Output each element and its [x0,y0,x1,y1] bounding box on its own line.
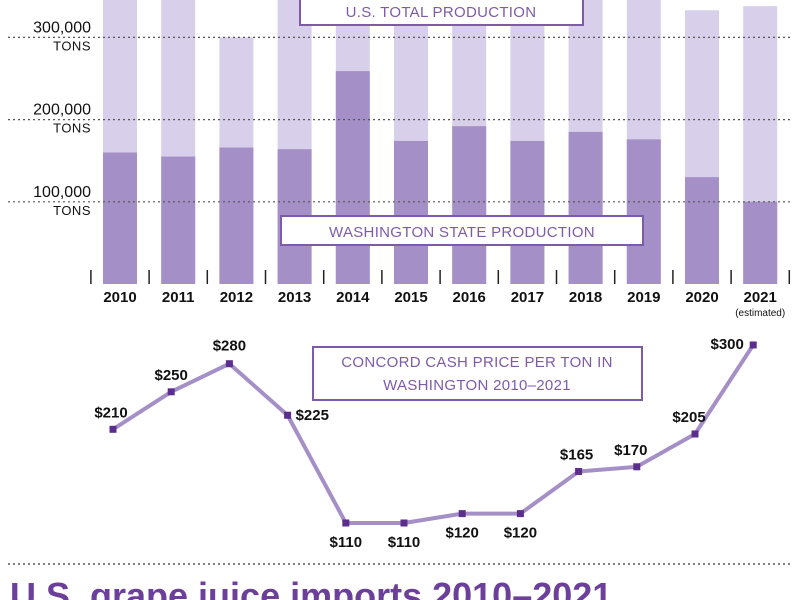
price-point [167,388,175,396]
washington-bar [743,201,778,284]
price-label: $170 [614,442,647,459]
price-point [284,411,292,419]
price-label: $300 [711,336,744,353]
y-tick-unit: TONS [53,203,91,218]
washington-bar [335,71,370,285]
year-label: 2018 [569,289,602,306]
washington-bar [510,140,545,284]
washington-legend-box: WASHINGTON STATE PRODUCTION [280,215,644,246]
price-label: $225 [296,407,329,424]
year-label: 2021 [744,289,777,306]
price-point [749,341,757,349]
year-label: 2013 [278,289,311,306]
year-note: (estimated) [735,308,785,319]
washington-bar [685,177,719,284]
year-label: 2010 [103,289,136,306]
price-label: $120 [504,525,537,542]
y-tick-number: 200,000 [33,102,91,119]
washington-bar [161,156,196,284]
price-label: $110 [330,534,363,551]
year-label: 2015 [394,289,427,306]
price-label: $280 [213,338,246,355]
price-label: $210 [94,404,127,421]
section-headline: U.S. grape juice imports 2010–2021 [10,575,612,600]
price-point [400,519,408,527]
price-point [458,510,466,518]
washington-legend-label: WASHINGTON STATE PRODUCTION [329,224,595,241]
y-tick-unit: TONS [53,38,91,53]
price-label: $205 [672,409,705,426]
price-line [111,343,755,525]
price-label: $120 [446,525,479,542]
year-label: 2011 [162,289,195,306]
year-labels: 2010 2011 2012 2013 2014 2015 2016 2017 2018 2019… [103,289,785,319]
year-label: 2016 [453,289,486,306]
washington-bar [103,152,137,284]
y-tick-number: 300,000 [33,19,91,36]
year-label: 2019 [627,289,660,306]
y-tick-unit: TONS [53,121,91,136]
price-point [516,510,524,518]
price-point [225,360,233,368]
y-tick-number: 100,000 [33,184,91,201]
year-label: 2017 [511,289,544,306]
price-chart-title-line-1: CONCORD CASH PRICE PER TON IN [341,354,613,371]
price-chart-title-line-2: WASHINGTON 2010–2021 [383,377,571,394]
price-point [342,519,350,527]
price-label: $250 [155,367,188,384]
washington-bar [219,147,254,284]
year-label: 2012 [220,289,253,306]
price-point [691,430,699,438]
price-point [633,463,641,471]
y-gridlines [8,36,792,203]
price-line-chart: CONCORD CASH PRICE PER TON IN WASHINGTON… [94,336,757,551]
y-tick-labels: 300,000 TONS 200,000 TONS 100,000 TONS [33,19,91,217]
washington-bar [452,126,487,285]
us-total-legend-label: U.S. TOTAL PRODUCTION [346,4,537,21]
price-point [109,425,117,433]
year-label: 2014 [336,289,370,306]
year-label: 2020 [685,289,718,306]
price-point [575,467,583,475]
price-label: $165 [560,446,593,463]
washington-bar [626,139,661,284]
us-total-legend-box: U.S. TOTAL PRODUCTION [299,0,584,26]
price-label: $110 [388,534,421,551]
washington-bar [568,131,603,284]
x-tick-marks [90,270,791,284]
washington-bar [394,140,428,284]
